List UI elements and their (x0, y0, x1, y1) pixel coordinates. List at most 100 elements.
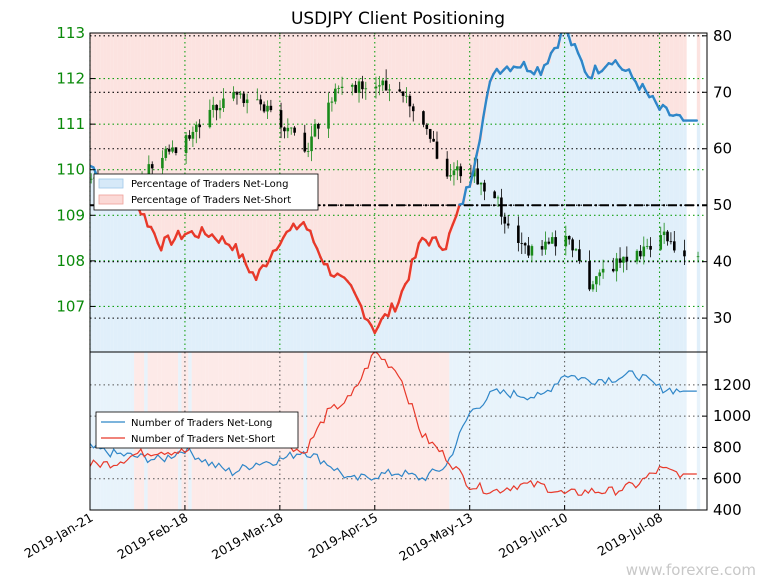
bottom-band (615, 352, 619, 510)
short-band (398, 33, 402, 303)
candle-body (283, 127, 286, 132)
bottom-band (320, 352, 324, 510)
long-band (439, 246, 443, 352)
short-band (500, 33, 504, 74)
long-band (618, 65, 623, 352)
candle-body (479, 182, 483, 185)
long-band (337, 273, 341, 352)
candle-body (618, 258, 622, 263)
long-band (303, 222, 307, 352)
short-band (117, 33, 121, 185)
net-long-pct-segment (393, 301, 400, 313)
short-band (574, 33, 579, 45)
candle-body (398, 89, 401, 92)
bottom-band (435, 352, 440, 510)
net-long-pct-segment (546, 51, 553, 65)
bottom-band (659, 352, 663, 510)
bottom-band (351, 352, 355, 510)
short-band (188, 33, 192, 233)
long-band (462, 203, 467, 352)
candle-body (659, 235, 663, 250)
candle-body (517, 225, 520, 243)
short-band (622, 33, 626, 70)
short-band (642, 33, 646, 85)
candle-body (333, 88, 337, 102)
top-legend: Percentage of Traders Net-Long Percentag… (93, 173, 319, 211)
candle-body (245, 99, 249, 104)
candle-body (289, 127, 293, 129)
top-legend-box (93, 173, 319, 211)
bottom-band (486, 352, 491, 510)
bottom-band (340, 352, 345, 510)
long-band (598, 73, 602, 352)
short-band (449, 33, 453, 234)
short-band (405, 33, 409, 285)
bottom-band (547, 352, 552, 510)
net-long-pct-segment (444, 232, 451, 251)
bottom-band (608, 352, 613, 510)
long-band (679, 115, 684, 352)
net-long-pct-segment (478, 116, 485, 142)
short-band (130, 33, 135, 197)
bottom-band (459, 352, 463, 510)
net-long-pct-segment (312, 240, 319, 250)
short-band (103, 33, 107, 177)
short-band (283, 33, 287, 238)
long-band (235, 244, 240, 352)
short-band (378, 33, 382, 327)
long-band (273, 250, 277, 352)
short-band (391, 33, 396, 304)
short-band (334, 33, 338, 277)
short-band (629, 33, 633, 70)
candle-body (340, 86, 344, 88)
long-band (456, 216, 460, 352)
short-band (208, 33, 213, 237)
bottom-right-tick-label: 400 (713, 501, 742, 519)
long-band (398, 302, 402, 352)
short-band (639, 33, 643, 90)
short-band (320, 33, 324, 258)
short-band (456, 33, 460, 217)
bottom-band (652, 352, 657, 510)
short-band (201, 33, 206, 228)
bottom-band (510, 352, 514, 510)
net-long-pct-segment (176, 229, 183, 241)
candle-body (215, 104, 218, 111)
candle-body (428, 129, 432, 139)
candle-body (527, 245, 530, 256)
net-long-pct-segment (560, 33, 564, 34)
long-band (100, 176, 104, 352)
short-band (459, 33, 463, 205)
short-band (344, 33, 348, 278)
bottom-band (354, 352, 358, 510)
long-band (279, 244, 284, 352)
long-band (137, 205, 141, 352)
bottom-band (496, 352, 501, 510)
candle-body (218, 107, 222, 111)
long-band (167, 235, 172, 352)
left-tick-label: 112 (56, 70, 85, 88)
candle-body (411, 106, 415, 112)
bottom-band (500, 352, 504, 510)
left-tick-label: 107 (56, 297, 85, 315)
short-band (228, 33, 233, 245)
candle-body (235, 92, 239, 95)
net-short-count-line (90, 352, 697, 497)
short-band (259, 33, 263, 270)
net-long-pct-segment (488, 72, 495, 83)
long-band (513, 66, 518, 352)
short-band (510, 33, 514, 72)
short-band (242, 33, 246, 255)
net-long-pct-segment (315, 247, 322, 259)
net-long-pct-segment (400, 282, 407, 293)
candle-body (327, 102, 330, 129)
short-band (113, 33, 118, 178)
short-band (432, 33, 436, 238)
short-band (330, 33, 335, 276)
short-band (632, 33, 636, 78)
left-tick-label: 111 (56, 115, 85, 133)
long-band (317, 248, 321, 352)
long-band (327, 264, 331, 352)
short-band (591, 33, 596, 79)
long-band (195, 236, 199, 352)
